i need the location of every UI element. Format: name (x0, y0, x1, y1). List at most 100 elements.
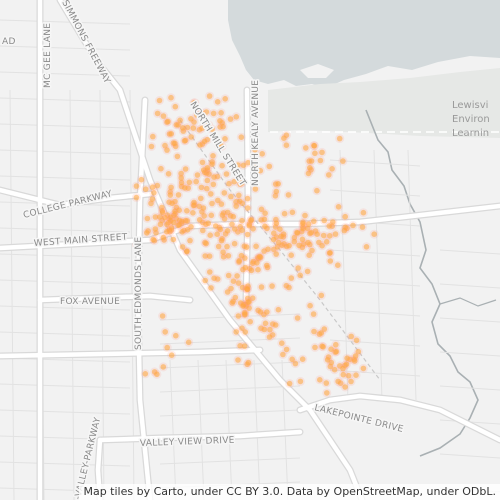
incident-point (187, 237, 193, 244)
incident-point (230, 298, 236, 305)
incident-point (164, 344, 170, 351)
incident-point (288, 275, 295, 281)
incident-point (335, 204, 342, 210)
incident-point (144, 215, 151, 222)
incident-point (160, 364, 167, 370)
incident-point (294, 230, 301, 236)
lewisville-lake (228, 0, 500, 88)
incident-point (218, 201, 225, 207)
incident-point (207, 269, 213, 275)
incident-point (159, 204, 165, 211)
incident-point (305, 239, 311, 246)
incident-point (266, 334, 273, 340)
incident-point (231, 240, 238, 247)
incident-point (323, 239, 330, 245)
incident-point (208, 285, 214, 291)
incident-point (204, 185, 210, 192)
incident-point (207, 232, 213, 238)
incident-point (317, 157, 324, 164)
incident-point (172, 208, 178, 214)
incident-point (248, 267, 255, 274)
incident-point (200, 205, 207, 211)
incident-point (233, 329, 239, 335)
incident-point (285, 192, 292, 198)
incident-point (177, 117, 183, 124)
incident-point (327, 250, 333, 256)
incident-point (241, 343, 248, 349)
incident-point (231, 178, 237, 185)
incident-point (320, 232, 327, 239)
incident-point (318, 330, 325, 336)
incident-point (159, 313, 166, 319)
incident-point (219, 212, 226, 218)
incident-point (150, 236, 156, 243)
incident-point (170, 219, 177, 226)
incident-point (371, 231, 378, 237)
incident-point (326, 223, 333, 229)
incident-point (178, 170, 184, 177)
incident-point (340, 365, 346, 372)
incident-point (236, 198, 243, 205)
south-edmonds-lane (135, 97, 153, 500)
incident-point (218, 237, 225, 244)
incident-point (172, 103, 179, 110)
north-kealy-avenue-label: NORTH KEALY AVENUE (251, 80, 261, 186)
incident-point (242, 311, 248, 317)
incident-point (352, 353, 359, 359)
incident-point (348, 333, 355, 340)
incident-point (280, 351, 286, 358)
incident-point (266, 163, 273, 170)
incident-point (198, 109, 205, 116)
incident-point (238, 134, 245, 140)
incident-point (259, 151, 266, 157)
incident-point (257, 167, 264, 174)
incident-point (169, 200, 175, 207)
incident-point (233, 203, 239, 209)
incident-point (308, 158, 315, 164)
incident-point (235, 162, 241, 168)
incident-point (299, 356, 306, 363)
incident-point (261, 326, 268, 333)
incident-point (229, 221, 235, 228)
fox-avenue (37, 293, 193, 303)
incident-point (242, 329, 248, 335)
incident-point (292, 360, 299, 367)
incident-point (321, 326, 328, 332)
incident-point (296, 242, 302, 249)
incident-point (184, 124, 191, 131)
road-label-fragment: AD (2, 37, 16, 47)
incident-point (255, 266, 261, 273)
college-parkway (0, 187, 153, 208)
incident-point (168, 94, 174, 101)
valley-view-drive (97, 429, 303, 443)
incident-point (327, 258, 334, 264)
incident-point (165, 171, 172, 177)
incident-point (244, 195, 251, 202)
incident-points (131, 91, 379, 398)
incident-point (344, 355, 350, 362)
incident-point (246, 222, 253, 229)
incident-point (312, 344, 318, 351)
incident-point (133, 242, 140, 248)
lakepointe-drive (297, 393, 500, 443)
incident-point (133, 194, 140, 201)
incident-point (243, 244, 250, 250)
incident-point (226, 180, 232, 187)
incident-point (154, 182, 161, 189)
incident-point (281, 135, 287, 141)
incident-point (224, 289, 231, 295)
incident-point (343, 361, 350, 368)
lewisville-area-label-line1: Lewisvi (452, 100, 488, 111)
incident-point (353, 337, 360, 344)
incident-point (205, 122, 212, 128)
west-main-street (0, 203, 500, 251)
incident-point (178, 175, 184, 181)
incident-point (360, 209, 367, 216)
incident-point (355, 348, 362, 355)
incident-point (289, 209, 296, 216)
incident-point (239, 227, 245, 233)
south-edmonds-lane-label: SOUTH EDMONDS LANE (134, 237, 144, 350)
incident-point (222, 136, 228, 142)
